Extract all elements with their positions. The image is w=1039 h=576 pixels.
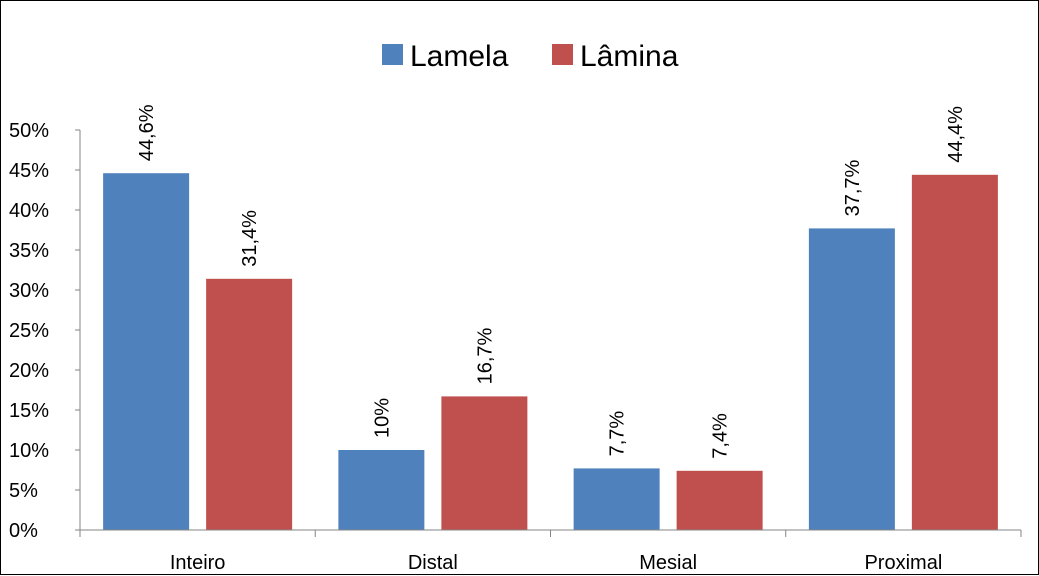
y-tick-label: 15% [9, 400, 49, 422]
y-tick-label: 25% [9, 320, 49, 342]
y-tick-label: 0% [9, 520, 38, 542]
y-tick-label: 5% [9, 480, 38, 502]
data-label: 44,6% [136, 104, 158, 161]
data-label: 10% [371, 398, 393, 438]
bar-lâmina-distal [441, 396, 528, 530]
data-label: 44,4% [945, 106, 967, 163]
bar-lamela-distal [338, 450, 425, 530]
x-category-label: Distal [408, 552, 458, 574]
legend-swatch-lâmina [552, 44, 573, 65]
data-label: 16,7% [474, 327, 496, 384]
bar-lâmina-inteiro [206, 278, 293, 530]
bar-lamela-mesial [573, 468, 660, 530]
legend-label: Lâmina [580, 40, 679, 73]
legend-label: Lamela [410, 40, 509, 73]
data-label: 7,7% [607, 411, 629, 457]
x-category-label: Inteiro [170, 552, 226, 574]
legend-swatch-lamela [382, 44, 403, 65]
bar-lamela-inteiro [103, 173, 190, 530]
bar-lâmina-mesial [676, 470, 763, 530]
y-tick-label: 35% [9, 240, 49, 262]
bar-lâmina-proximal [911, 174, 998, 531]
y-tick-label: 10% [9, 440, 49, 462]
data-label: 31,4% [239, 210, 261, 267]
x-category-label: Mesial [639, 552, 697, 574]
data-label: 37,7% [842, 159, 864, 216]
x-category-label: Proximal [864, 552, 942, 574]
y-tick-label: 45% [9, 160, 49, 182]
bar-lamela-proximal [808, 228, 895, 530]
y-tick-label: 40% [9, 200, 49, 222]
y-tick-label: 20% [9, 360, 49, 382]
y-tick-label: 50% [9, 120, 49, 142]
data-label: 7,4% [710, 413, 732, 459]
y-tick-label: 30% [9, 280, 49, 302]
